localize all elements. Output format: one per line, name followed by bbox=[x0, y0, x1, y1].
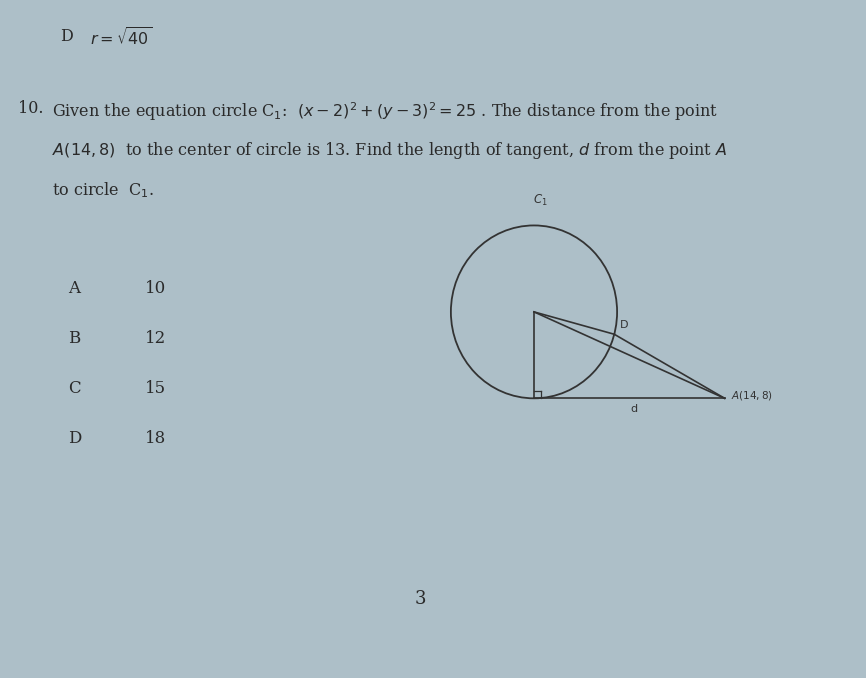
Text: B: B bbox=[68, 330, 81, 347]
Text: $C_1$: $C_1$ bbox=[533, 193, 547, 208]
Text: D: D bbox=[68, 430, 81, 447]
Text: Given the equation circle C$_1$:  $(x-2)^2+(y-3)^2=25$ . The distance from the p: Given the equation circle C$_1$: $(x-2)^… bbox=[52, 100, 718, 123]
Text: $r=\sqrt{40}$: $r=\sqrt{40}$ bbox=[90, 28, 152, 50]
Text: to circle  C$_1$.: to circle C$_1$. bbox=[52, 180, 154, 200]
Text: 10.: 10. bbox=[18, 100, 43, 117]
Text: $A(14,8)$  to the center of circle is 13. Find the length of tangent, $d$ from t: $A(14,8)$ to the center of circle is 13.… bbox=[52, 140, 727, 161]
Text: C: C bbox=[68, 380, 81, 397]
Text: 10: 10 bbox=[145, 280, 166, 297]
Text: D: D bbox=[60, 28, 73, 45]
Text: D: D bbox=[620, 320, 629, 330]
Text: 18: 18 bbox=[145, 430, 166, 447]
Text: 12: 12 bbox=[145, 330, 166, 347]
Text: $A(14,8)$: $A(14,8)$ bbox=[732, 388, 773, 402]
Text: A: A bbox=[68, 280, 80, 297]
Text: 3: 3 bbox=[414, 590, 426, 608]
Text: 15: 15 bbox=[145, 380, 166, 397]
Text: d: d bbox=[630, 403, 637, 414]
